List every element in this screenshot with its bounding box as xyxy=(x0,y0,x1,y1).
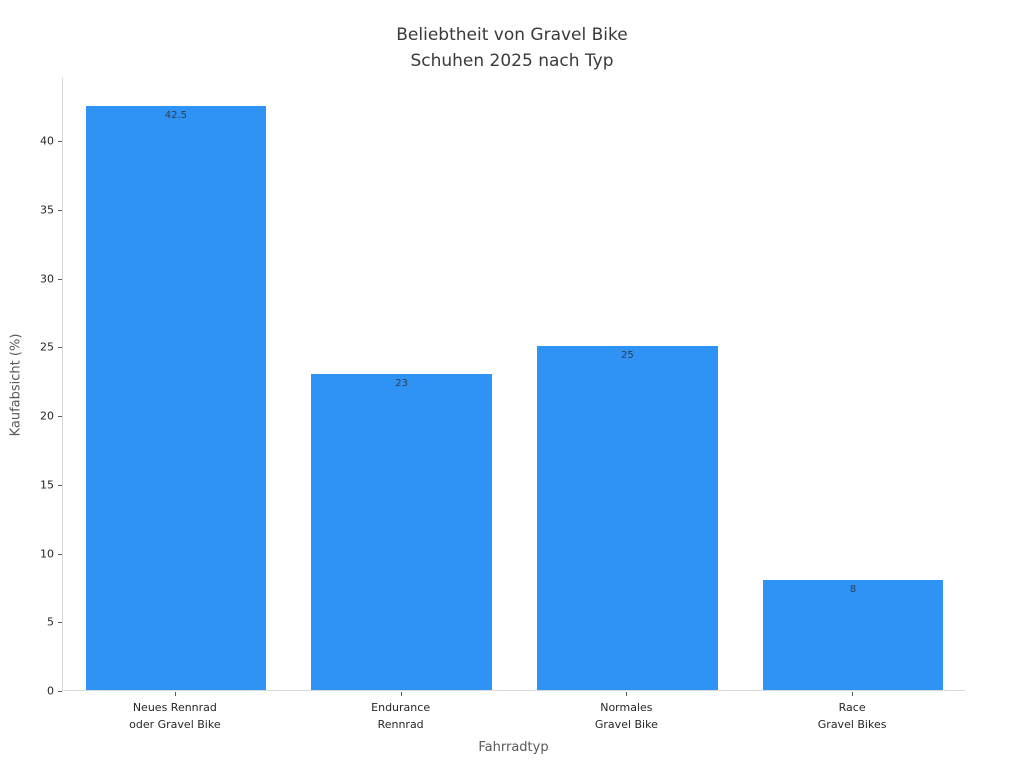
x-category-label-3: Normales Gravel Bike xyxy=(595,699,658,733)
y-tick-label: 20 xyxy=(40,409,54,423)
y-tick-mark xyxy=(58,347,62,349)
y-tick-mark xyxy=(58,416,62,418)
x-category-label-line: Neues Rennrad xyxy=(132,701,217,714)
y-tick-mark xyxy=(58,553,62,555)
y-tick-label: 10 xyxy=(40,547,54,561)
x-tick-mark xyxy=(400,692,402,696)
x-category-label-2: Endurance Rennrad xyxy=(371,699,430,733)
x-category-label-line: Race xyxy=(838,701,866,714)
x-category-label-line: Endurance xyxy=(371,701,431,714)
x-category-label-4: Race Gravel Bikes xyxy=(818,699,887,733)
bar-2: 23 xyxy=(311,373,492,690)
chart-title-line-1: Beliebtheit von Gravel Bike xyxy=(396,25,628,45)
y-tick-label: 35 xyxy=(40,203,54,217)
y-tick-mark xyxy=(58,278,62,280)
y-tick-label: 30 xyxy=(40,272,54,286)
x-tick-mark xyxy=(626,692,628,696)
x-category-label-line: Gravel Bikes xyxy=(817,718,887,732)
bar-value-label-4: 8 xyxy=(849,584,857,596)
x-category-label-line: Normales xyxy=(600,701,653,714)
x-category-label-line: Rennrad xyxy=(377,718,424,732)
y-tick-label: 15 xyxy=(40,478,54,492)
bar-value-label-2: 23 xyxy=(395,377,408,389)
y-tick-label: 0 xyxy=(47,684,54,698)
x-axis-title: Fahrradtyp xyxy=(478,740,549,755)
x-category-label-1: Neues Rennrad oder Gravel Bike xyxy=(129,699,220,733)
x-category-label-line: Gravel Bike xyxy=(594,718,658,732)
y-tick-mark xyxy=(58,209,62,211)
x-tick-mark xyxy=(174,692,176,696)
y-tick-mark xyxy=(58,484,62,486)
y-tick-mark xyxy=(58,622,62,624)
chart-title-line-2: Schuhen 2025 nach Typ xyxy=(410,51,614,72)
bar-4: 8 xyxy=(762,580,944,690)
y-tick-label: 25 xyxy=(40,340,54,354)
plot-area: 42.5 23 25 8 xyxy=(62,78,965,691)
bar-value-label-3: 25 xyxy=(620,350,634,362)
y-tick-mark xyxy=(58,141,62,143)
bar-1: 42.5 xyxy=(85,105,267,690)
x-category-label-line: oder Gravel Bike xyxy=(129,718,221,732)
y-tick-label: 5 xyxy=(47,615,54,629)
bar-value-label-1: 42.5 xyxy=(164,109,187,121)
x-tick-mark xyxy=(852,692,854,696)
bar-3: 25 xyxy=(537,346,718,690)
y-tick-mark xyxy=(58,691,62,692)
y-tick-label: 40 xyxy=(40,134,54,148)
chart-title: Beliebtheit von Gravel Bike Schuhen 2025… xyxy=(0,22,1024,75)
